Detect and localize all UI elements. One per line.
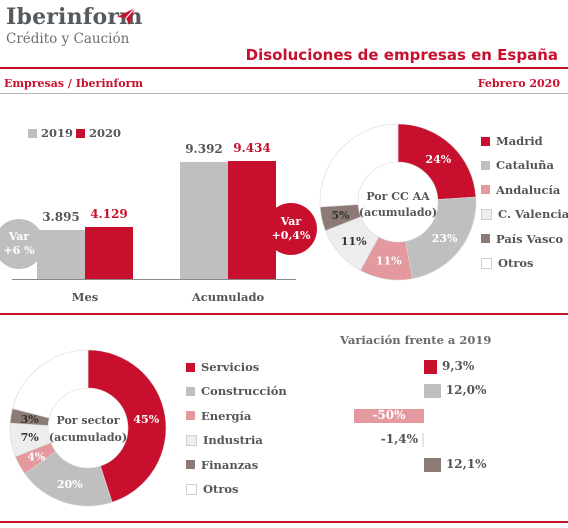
- region-legend-item-otros: Otros: [481, 256, 534, 270]
- period-label: Febrero 2020: [477, 77, 560, 90]
- sector-legend-item-finanzas: Finanzas: [186, 458, 258, 472]
- footer-rule: [0, 521, 568, 523]
- region-slice-otros: [319, 123, 399, 208]
- sector-value-label-finanzas: 3%: [21, 413, 40, 426]
- region-value-label-pais-vasco: 5%: [331, 209, 350, 222]
- sector-value-label-servicios: 45%: [133, 413, 159, 426]
- sector-donut-center-line1: Por sector: [56, 414, 119, 427]
- variation-chart-title: Variación frente a 2019: [340, 333, 492, 347]
- region-legend-item-pais-vasco: País Vasco: [481, 232, 563, 246]
- variation-bubble-acumulado: Var +0,4%: [265, 203, 317, 255]
- region-value-label-madrid: 24%: [426, 153, 452, 166]
- sector-legend-label-servicios: Servicios: [201, 360, 260, 374]
- variation-bubble-acumulado-line1: Var: [280, 215, 302, 228]
- region-legend-swatch-cataluna: [481, 160, 490, 170]
- sector-legend-label-industria: Industria: [203, 433, 263, 448]
- sector-donut-chart: Por sector (acumulado) 45% 20% 4% 7% 3%: [9, 349, 167, 507]
- variation-bar-finanzas: [424, 457, 441, 472]
- region-legend-label-andalucia: Andalucía: [496, 182, 561, 197]
- middle-rule: [0, 313, 568, 315]
- x-axis-line: [12, 279, 296, 280]
- sector-value-label-construccion: 20%: [57, 478, 83, 491]
- legend-label-2019: 2019: [41, 126, 74, 140]
- sector-legend-label-finanzas: Finanzas: [201, 457, 259, 472]
- legend-item-2019: 2019: [28, 126, 73, 140]
- variation-bubble-mes-line2: +6 %: [3, 244, 35, 257]
- sector-slice-otros: [12, 349, 89, 419]
- variation-value-label-finanzas: 12,1%: [445, 456, 487, 471]
- sector-legend-item-construccion: Construcción: [186, 384, 287, 398]
- sector-slice-servicios: [87, 349, 167, 503]
- sector-legend-swatch-industria: [186, 434, 197, 446]
- region-legend-swatch-madrid: [481, 136, 490, 146]
- variation-bar-industria: [422, 433, 424, 448]
- sector-legend-item-energia: Energía: [186, 409, 251, 423]
- data-label-mes-2019: 3.895: [42, 210, 80, 225]
- region-legend-item-c-valenciana: C. Valenciana: [481, 207, 568, 221]
- region-donut-center-line1: Por CC AA: [366, 190, 430, 203]
- variation-bar-servicios: [424, 360, 438, 374]
- plane-logo-icon: [117, 7, 136, 25]
- page-title: Disoluciones de empresas en España: [245, 46, 558, 64]
- region-legend-label-madrid: Madrid: [496, 134, 543, 148]
- totals-bar-chart: 2019 2020 3.895 4.129 9.392 9.434 Mes Ac…: [0, 95, 317, 315]
- bar-mes-2020: [85, 227, 133, 279]
- region-legend-label-pais-vasco: País Vasco: [496, 231, 564, 246]
- sector-legend-swatch-servicios: [186, 362, 195, 372]
- variation-value-label-construccion: 12,0%: [445, 383, 487, 398]
- sector-legend-swatch-otros: [186, 483, 197, 495]
- subheader-rule: [0, 93, 568, 94]
- region-legend-item-madrid: Madrid: [481, 134, 543, 148]
- variation-bar-construccion: [424, 384, 441, 399]
- region-legend-swatch-pais-vasco: [481, 234, 490, 244]
- sector-legend-label-energia: Energía: [201, 408, 252, 423]
- region-value-label-c-valenciana: 11%: [341, 235, 367, 248]
- legend-swatch-2020: [76, 128, 85, 138]
- data-label-acumulado-2019: 9.392: [185, 141, 223, 156]
- sector-legend-item-otros: Otros: [186, 482, 239, 496]
- x-tick-acumulado: Acumulado: [191, 290, 265, 304]
- sector-legend-label-construccion: Construcción: [201, 384, 287, 399]
- source-label: Empresas / Iberinform: [4, 77, 144, 90]
- variation-value-label-industria: -1,4%: [380, 432, 419, 447]
- x-tick-mes: Mes: [71, 290, 99, 304]
- region-value-label-cataluna: 23%: [432, 232, 458, 245]
- legend-item-2020: 2020: [76, 126, 121, 140]
- sector-donut-center-line2: (acumulado): [49, 431, 127, 444]
- sector-legend-item-industria: Industria: [186, 433, 263, 447]
- sector-legend-item-servicios: Servicios: [186, 360, 259, 374]
- data-label-mes-2020: 4.129: [90, 207, 128, 222]
- region-legend-label-c-valenciana: C. Valenciana: [498, 207, 568, 222]
- sector-legend-swatch-construccion: [186, 386, 195, 396]
- region-donut-chart: Por CC AA (acumulado) 24% 23% 11% 11% 5%: [319, 123, 477, 281]
- sector-legend-swatch-energia: [186, 411, 195, 421]
- sector-legend-swatch-finanzas: [186, 460, 195, 470]
- region-value-label-andalucia: 11%: [376, 254, 402, 267]
- region-donut-center-line2: (acumulado): [359, 206, 437, 219]
- bar-mes-2019: [37, 230, 85, 279]
- region-legend-item-andalucia: Andalucía: [481, 183, 560, 197]
- region-legend-swatch-c-valenciana: [481, 208, 492, 220]
- region-legend-label-otros: Otros: [498, 256, 534, 270]
- variation-bubble-acumulado-line2: +0,4%: [271, 229, 311, 242]
- region-legend-swatch-otros: [481, 257, 492, 269]
- legend-swatch-2019: [28, 128, 37, 138]
- region-legend-swatch-andalucia: [481, 185, 490, 195]
- variation-bubble-mes-line1: Var: [8, 230, 30, 243]
- variation-bubble-mes: Var +6 %: [0, 219, 44, 269]
- logo-subtitle: Crédito y Caución: [6, 31, 130, 47]
- sector-value-label-energia: 4%: [27, 450, 46, 463]
- sector-legend-label-otros: Otros: [203, 482, 239, 496]
- header-rule: [0, 67, 568, 69]
- region-slice-cataluna: [405, 196, 477, 279]
- region-legend-item-cataluna: Cataluña: [481, 158, 554, 172]
- variation-value-label-energia: -50%: [372, 407, 406, 422]
- legend-label-2020: 2020: [89, 126, 122, 140]
- region-legend-label-cataluna: Cataluña: [496, 158, 554, 173]
- variation-bar-energia: [354, 408, 424, 423]
- data-label-acumulado-2020: 9.434: [233, 141, 271, 156]
- sector-value-label-industria: 7%: [21, 431, 40, 444]
- bar-acumulado-2019: [180, 161, 228, 279]
- variation-value-label-servicios: 9,3%: [442, 359, 475, 373]
